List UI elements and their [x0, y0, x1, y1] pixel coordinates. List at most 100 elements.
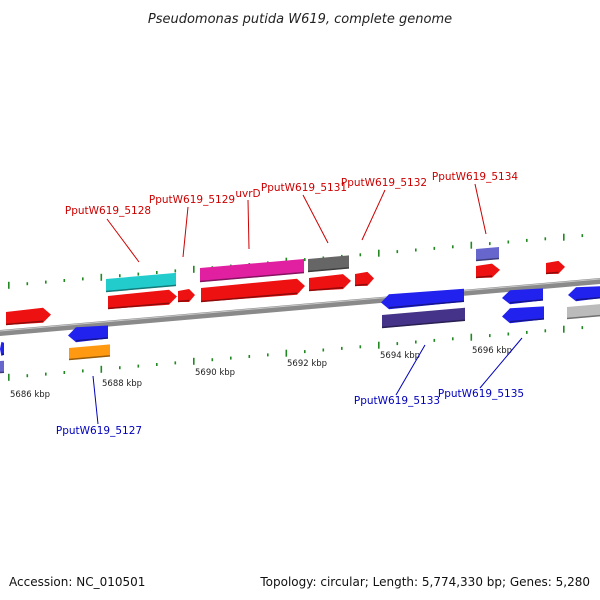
reverse-tick: [581, 326, 584, 330]
scale-label-5688: 5688 kbp: [102, 379, 142, 389]
gene-block-forward-rna-shade: [105, 284, 177, 293]
gene-block-reverse: [0, 341, 4, 356]
forward-tick: [45, 280, 47, 284]
forward-tick: [119, 274, 121, 278]
gene-block-misc: [476, 247, 499, 261]
leader-5128: [106, 218, 140, 263]
forward-tick: [415, 248, 417, 252]
gene-block-forward-shade: [354, 283, 368, 287]
scale-label-5686: 5686 kbp: [10, 390, 50, 400]
gene-block-forward: [201, 278, 305, 302]
gene-block-grey: [567, 304, 600, 319]
forward-tick: [581, 234, 584, 238]
forward-tick: [26, 282, 29, 286]
gene-block-forward-rna: [200, 259, 304, 282]
forward-tick: [507, 240, 510, 244]
gene-label-pputw619-5128: PputW619_5128: [65, 205, 151, 217]
gene-block-forward-shade: [177, 299, 190, 303]
accession-text: Accession: NC_010501: [9, 575, 145, 589]
reverse-tick: [211, 358, 214, 362]
scale-label-5692: 5692 kbp: [287, 359, 327, 369]
gene-label-uvrd: uvrD: [235, 188, 260, 200]
gene-block-reverse: [381, 288, 464, 310]
gene-label-pputw619-5132: PputW619_5132: [341, 177, 427, 189]
leader-5133: [395, 344, 426, 396]
forward-tick: [156, 271, 158, 274]
reverse-tick: [137, 364, 140, 368]
genome-summary-text: Topology: circular; Length: 5,774,330 bp…: [259, 575, 590, 589]
reverse-tick: [26, 374, 29, 378]
reverse-tick: [396, 342, 399, 346]
scale-label-5696: 5696 kbp: [472, 346, 512, 356]
gene-labels: PputW619_5128 PputW619_5129 uvrD PputW61…: [56, 171, 524, 437]
reverse-tick: [470, 333, 473, 341]
gene-block-grey-shade: [566, 314, 600, 320]
reverse-tick: [378, 341, 380, 349]
gene-block-forward: [546, 260, 565, 274]
forward-tick: [544, 237, 547, 241]
reverse-tick: [248, 355, 251, 358]
gene-block-reverse-shade: [388, 300, 465, 309]
reverse-tick: [322, 348, 325, 352]
scale-label-5694: 5694 kbp: [380, 351, 420, 361]
reverse-tick: [507, 332, 510, 336]
map-title: Pseudomonas putida W619, complete genome: [148, 12, 452, 27]
reverse-tick: [63, 371, 66, 374]
reverse-tick: [359, 345, 362, 349]
forward-tick: [193, 265, 195, 273]
reverse-tick: [45, 372, 47, 376]
reverse-tick: [82, 369, 84, 373]
reverse-tick: [526, 330, 528, 334]
gene-block-forward: [355, 271, 374, 286]
forward-tick: [563, 233, 565, 241]
reverse-tick: [341, 346, 343, 350]
gene-block-reverse: [68, 325, 108, 343]
gene-block-pseudo-shade: [307, 267, 350, 273]
reverse-tick: [230, 356, 232, 360]
forward-tick: [137, 272, 140, 276]
gene-label-pputw619-5129: PputW619_5129: [149, 194, 235, 206]
forward-tick: [63, 279, 66, 282]
gene-block-forward: [6, 307, 51, 325]
gene-block-misc: [0, 360, 4, 373]
gene-block-forward-shade: [545, 271, 559, 275]
leader-5135: [479, 337, 523, 389]
forward-tick: [100, 273, 103, 281]
scale-labels: 5686 kbp 5688 kbp 5690 kbp 5692 kbp 5694…: [10, 346, 512, 400]
reverse-tick: [415, 340, 417, 344]
gene-block-reverse-shade: [509, 318, 545, 323]
leader-5129: [182, 206, 189, 258]
reverse-tick: [489, 334, 491, 338]
leader-5131: [302, 194, 329, 244]
gene-label-pputw619-5133: PputW619_5133: [354, 395, 440, 407]
reverse-tick: [100, 365, 103, 373]
label-leader-lines: [92, 183, 523, 425]
gene-features: [0, 247, 600, 374]
gene-block-forward-shade: [308, 286, 344, 292]
forward-tick: [378, 249, 380, 257]
reverse-tick: [304, 350, 306, 354]
reverse-tick: [285, 349, 288, 357]
reverse-tick: [563, 325, 565, 333]
gene-block-dark: [382, 307, 465, 328]
forward-tick: [174, 269, 177, 273]
leader-5127: [92, 375, 99, 425]
forward-tick: [452, 245, 454, 249]
genome-backbone-highlight: [0, 278, 600, 332]
gene-block-forward-shade: [107, 302, 170, 310]
reverse-tick-row: [8, 325, 584, 381]
reverse-tick: [267, 353, 269, 357]
forward-tick: [433, 246, 436, 250]
gene-block-forward-rna-shade: [199, 271, 305, 283]
reverse-tick: [174, 361, 177, 365]
gene-block-dark-shade: [381, 319, 466, 329]
gene-block-orange-shade: [68, 355, 111, 361]
leader-uvrd: [247, 199, 250, 250]
forward-tick: [396, 250, 399, 254]
scale-label-5690: 5690 kbp: [195, 368, 235, 378]
forward-tick: [470, 241, 473, 249]
gene-label-pputw619-5127: PputW619_5127: [56, 425, 142, 437]
reverse-tick: [544, 329, 547, 333]
gene-block-reverse: [568, 286, 600, 302]
